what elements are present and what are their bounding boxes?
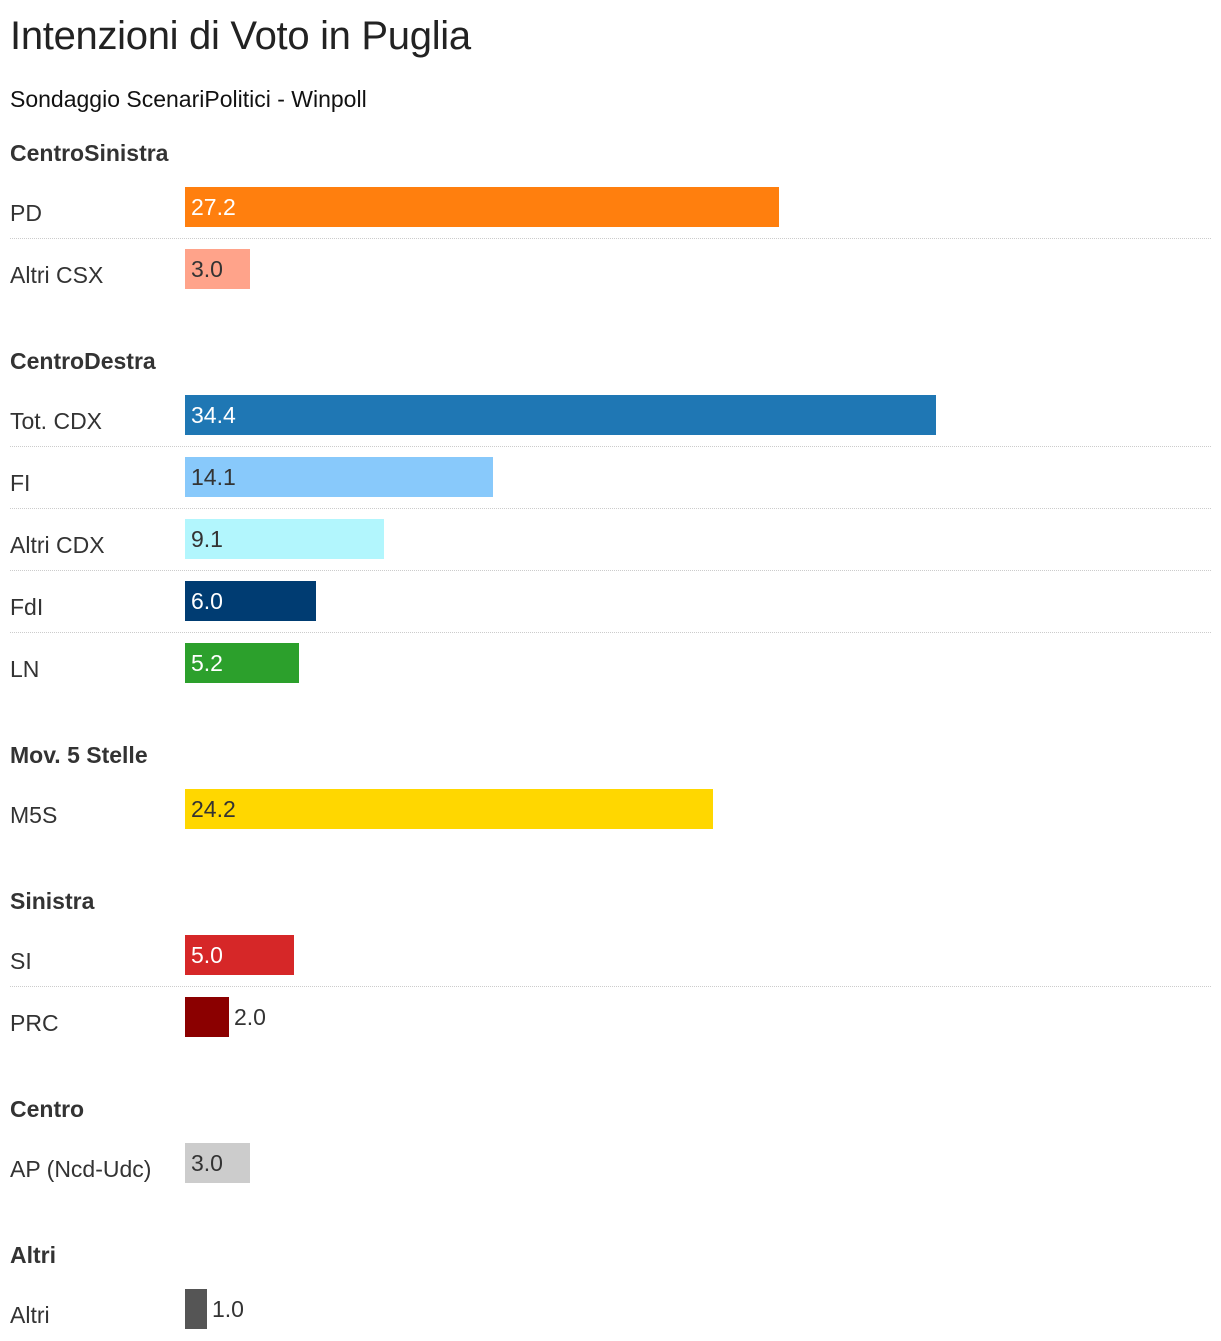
bar — [185, 519, 384, 559]
group-label: Centro — [10, 1096, 85, 1122]
bar-category-label: PRC — [10, 1010, 59, 1036]
bar — [185, 935, 294, 975]
row-divider — [10, 508, 1211, 509]
bar-value-label: 6.0 — [191, 588, 223, 614]
bar — [185, 581, 316, 621]
bar — [185, 457, 493, 497]
bar-value-label: 9.1 — [191, 526, 223, 552]
bar-category-label: Tot. CDX — [10, 408, 103, 434]
row-divider — [10, 238, 1211, 239]
group-label: Altri — [10, 1242, 56, 1268]
group-label: Mov. 5 Stelle — [10, 742, 148, 768]
bar-category-label: Altri CDX — [10, 532, 105, 558]
bar-value-label: 24.2 — [191, 796, 236, 822]
bar — [185, 997, 229, 1037]
row-divider — [10, 632, 1211, 633]
group-label: CentroSinistra — [10, 140, 169, 166]
bar-value-label: 34.4 — [191, 402, 236, 428]
row-divider — [10, 986, 1211, 987]
group-label: CentroDestra — [10, 348, 156, 374]
bar-category-label: PD — [10, 200, 42, 226]
bar — [185, 1143, 250, 1183]
bar-category-label: LN — [10, 656, 40, 682]
bar-value-label: 1.0 — [212, 1296, 244, 1322]
chart-title: Intenzioni di Voto in Puglia — [10, 14, 471, 58]
bar — [185, 249, 250, 289]
bar-value-label: 27.2 — [191, 194, 236, 220]
bar-category-label: M5S — [10, 802, 58, 828]
bar-value-label: 14.1 — [191, 464, 236, 490]
bar-value-label: 3.0 — [191, 1150, 223, 1176]
chart-subtitle: Sondaggio ScenariPolitici - Winpoll — [10, 86, 367, 112]
bar-category-label: Altri — [10, 1302, 50, 1328]
row-divider — [10, 446, 1211, 447]
bar-category-label: SI — [10, 948, 32, 974]
bar — [185, 187, 779, 227]
row-divider — [10, 570, 1211, 571]
bar — [185, 395, 936, 435]
bar-category-label: FI — [10, 470, 31, 496]
bar — [185, 789, 713, 829]
bar-value-label: 5.0 — [191, 942, 223, 968]
bar-value-label: 5.2 — [191, 650, 223, 676]
bar — [185, 643, 299, 683]
bar-category-label: FdI — [10, 594, 44, 620]
bar-value-label: 3.0 — [191, 256, 223, 282]
bar-category-label: AP (Ncd-Udc) — [10, 1156, 152, 1182]
bar-value-label: 2.0 — [234, 1004, 266, 1030]
bar-category-label: Altri CSX — [10, 262, 104, 288]
bar — [185, 1289, 207, 1329]
group-label: Sinistra — [10, 888, 95, 914]
